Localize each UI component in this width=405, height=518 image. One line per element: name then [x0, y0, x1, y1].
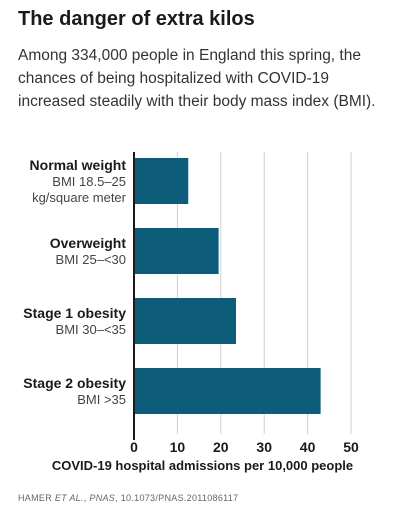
category-sublabel-0-1: kg/square meter — [32, 190, 127, 205]
category-label-0: Normal weight — [30, 157, 127, 173]
chart-subtitle: Among 334,000 people in England this spr… — [18, 47, 376, 110]
source-credit: HAMER ET AL., PNAS, 10.1073/PNAS.2011086… — [18, 493, 238, 503]
category-sublabel-2-0: BMI 30–<35 — [56, 322, 126, 337]
x-tick-label-10: 10 — [170, 439, 186, 455]
source-prefix: HAMER — [18, 493, 55, 503]
bar-3 — [134, 368, 321, 414]
source-etal: ET AL. — [54, 493, 84, 503]
source-suffix: , 10.1073/PNAS.2011086117 — [115, 493, 239, 503]
category-sublabel-3-0: BMI >35 — [77, 392, 126, 407]
bar-0 — [134, 158, 189, 204]
category-label-2: Stage 1 obesity — [23, 305, 126, 321]
category-label-1: Overweight — [50, 235, 127, 251]
bar-2 — [134, 298, 236, 344]
category-sublabel-0-0: BMI 18.5–25 — [52, 174, 126, 189]
chart-title: The danger of extra kilos — [18, 8, 255, 30]
x-tick-label-20: 20 — [213, 439, 229, 455]
x-axis-label: COVID-19 hospital admissions per 10,000 … — [51, 458, 354, 473]
source-journal: PNAS — [89, 493, 116, 503]
category-label-3: Stage 2 obesity — [23, 375, 126, 391]
x-tick-label-0: 0 — [130, 439, 138, 455]
x-tick-label-50: 50 — [343, 439, 359, 455]
source-sep: , — [83, 493, 90, 503]
bar-1 — [134, 228, 219, 274]
category-sublabel-1-0: BMI 25–<30 — [56, 252, 126, 267]
x-tick-label-40: 40 — [300, 439, 316, 455]
x-tick-label-30: 30 — [256, 439, 272, 455]
